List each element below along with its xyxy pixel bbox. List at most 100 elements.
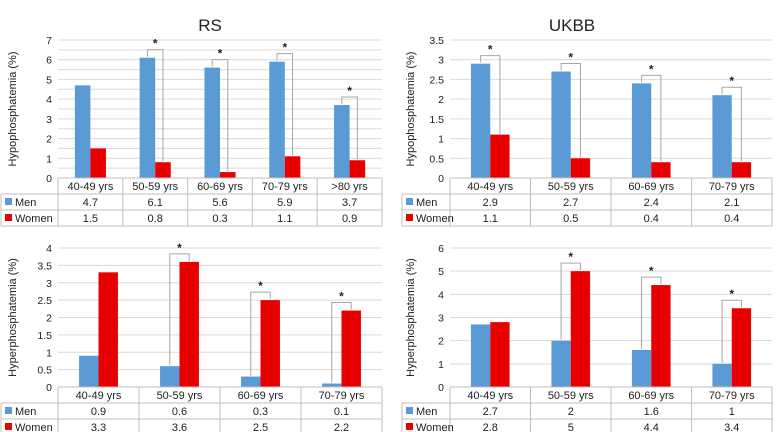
significance-bracket [721,299,742,363]
y-tick-label: 3 [46,278,52,290]
significance-bracket [480,55,501,134]
category-label: 40-49 yrs [467,390,513,402]
women-value-label: 3.3 [91,422,106,432]
y-tick-label: 2 [438,94,444,106]
women-bar [98,272,118,387]
category-label: 70-79 yrs [319,390,365,402]
men-value-label: 2.7 [483,406,498,418]
y-axis-label: Hyperphosphatemia (%) [7,258,19,377]
y-tick-label: 3.5 [429,35,444,47]
y-tick-label: 0 [438,382,444,394]
men-value-label: 0.1 [334,406,349,418]
men-legend-swatch [406,198,413,205]
men-value-label: 2.7 [563,197,578,209]
men-value-label: 2 [568,406,574,418]
category-label: 60-69 yrs [197,181,243,193]
category-label: 70-79 yrs [709,181,755,193]
significance-bracket [560,63,581,158]
significance-bracket [276,53,294,156]
women-value-label: 0.4 [644,213,659,225]
y-tick-label: 2.5 [37,295,52,307]
men-value-label: 0.3 [253,406,268,418]
y-axis-label: Hyperphosphatemia (%) [405,258,417,377]
significance-marker: * [153,37,158,51]
men-legend-label: Men [416,406,437,418]
y-tick-label: 6 [46,55,52,67]
men-bar [712,363,732,387]
category-label: 50-59 yrs [132,181,178,193]
significance-marker: * [282,41,287,55]
significance-bracket [169,253,190,366]
significance-bracket [146,49,164,162]
women-bar [731,162,752,178]
y-tick-label: 3 [438,55,444,67]
men-bar [470,63,491,178]
men-value-label: 2.9 [483,197,498,209]
y-tick-label: 3 [438,313,444,325]
women-value-label: 1.5 [83,213,98,225]
women-value-label: 0.3 [212,213,227,225]
y-tick-label: 4 [46,94,52,106]
men-value-label: 0.6 [172,406,187,418]
women-value-label: 3.6 [172,422,187,432]
women-value-label: 2.5 [253,422,268,432]
y-tick-label: 1 [46,347,52,359]
women-bar [220,172,236,178]
significance-marker: * [649,62,654,76]
y-tick-label: 2 [46,313,52,325]
women-value-label: 1.1 [483,213,498,225]
men-bar [712,95,732,178]
men-value-label: 5.6 [212,197,227,209]
men-bar [204,67,220,178]
significance-bracket [560,262,581,340]
women-bar [490,134,510,178]
category-label: 70-79 yrs [709,390,755,402]
men-bar [551,71,571,178]
women-value-label: 0.5 [563,213,578,225]
men-legend-swatch [406,407,413,414]
y-tick-label: 1.5 [429,114,444,126]
women-bar [341,310,361,387]
women-bar [490,322,510,387]
women-value-label: 0.8 [148,213,163,225]
significance-bracket [250,291,271,376]
category-label: 60-69 yrs [628,181,674,193]
women-legend-swatch [5,214,12,221]
y-tick-label: 2.5 [429,74,444,86]
women-bar [349,160,366,178]
y-tick-label: 6 [438,243,444,255]
significance-bracket [721,86,742,162]
men-bar [241,376,261,387]
category-label: 40-49 yrs [467,181,513,193]
women-bar [651,162,671,178]
men-value-label: 1 [729,406,735,418]
y-tick-label: 1 [438,134,444,146]
significance-marker: * [729,287,734,301]
women-legend-label: Women [15,422,53,432]
men-bar [551,340,571,387]
category-label: >80 yrs [331,181,368,193]
title-ukbb: UKBB [549,16,595,35]
women-legend-swatch [406,423,413,430]
y-tick-label: 5 [438,266,444,278]
men-value-label: 3.7 [342,197,357,209]
y-tick-label: 0 [46,382,52,394]
category-label: 40-49 yrs [76,390,122,402]
category-label: 60-69 yrs [238,390,284,402]
category-label: 40-49 yrs [67,181,113,193]
women-legend-swatch [406,214,413,221]
significance-marker: * [258,279,263,293]
rs-hypophosphatemia-chart: 0 1 2 3 4 5 6 7 Hypophosphatemia (%) * * * * 40-49 yr… [0,35,383,227]
y-tick-label: 3.5 [37,260,52,272]
men-bar [631,349,652,387]
women-legend-label: Women [15,213,53,225]
significance-bracket [641,276,662,349]
men-legend-label: Men [15,197,36,209]
men-bar [631,83,652,178]
women-value-label: 2.2 [334,422,349,432]
men-bar [269,61,285,178]
women-value-label: 0.4 [724,213,739,225]
women-bar [651,285,671,387]
women-value-label: 3.4 [724,422,739,432]
